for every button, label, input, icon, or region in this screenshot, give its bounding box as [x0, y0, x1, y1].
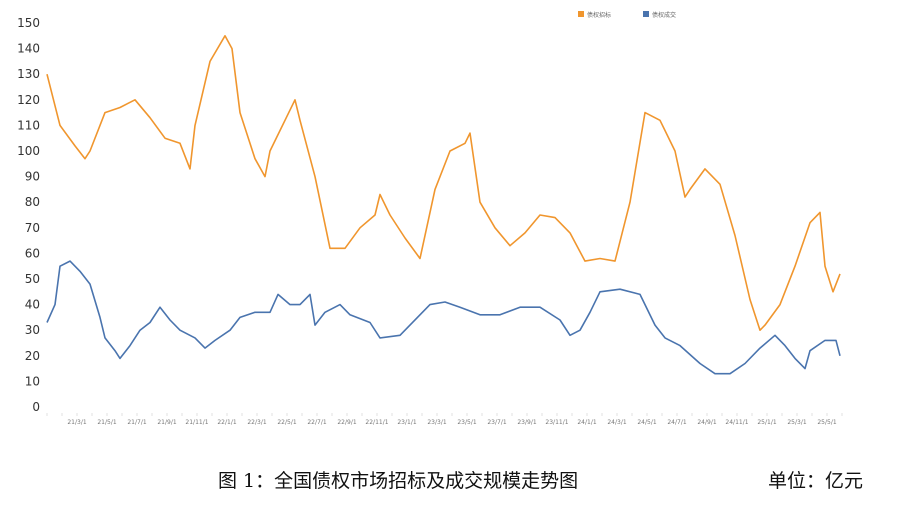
unit-label: 单位：亿元 — [768, 470, 864, 492]
y-tick-label: 110 — [17, 118, 40, 132]
legend-swatch — [643, 11, 649, 17]
y-tick-label: 70 — [25, 221, 40, 235]
x-tick-label: 21/3/1 — [67, 419, 86, 426]
y-tick-label: 80 — [25, 195, 40, 209]
x-tick-label: 21/9/1 — [157, 419, 176, 426]
y-tick-label: 10 — [25, 374, 40, 388]
y-tick-label: 50 — [25, 272, 40, 286]
x-tick-label: 24/9/1 — [697, 419, 716, 426]
y-tick-label: 40 — [25, 298, 40, 312]
y-tick-label: 90 — [25, 170, 40, 184]
x-tick-label: 22/5/1 — [277, 419, 296, 426]
x-tick-label: 23/5/1 — [457, 419, 476, 426]
x-tick-label: 22/3/1 — [247, 419, 266, 426]
y-tick-label: 0 — [32, 400, 40, 414]
y-tick-label: 30 — [25, 323, 40, 337]
y-tick-label: 130 — [17, 67, 40, 81]
series-line-deal — [46, 260, 841, 375]
x-tick-label: 22/1/1 — [217, 419, 236, 426]
x-tick-label: 21/11/1 — [185, 419, 208, 426]
y-tick-label: 140 — [17, 42, 40, 56]
x-tick-label: 25/1/1 — [757, 419, 776, 426]
legend-swatch — [578, 11, 584, 17]
x-tick-label: 23/1/1 — [397, 419, 416, 426]
x-tick-label: 23/7/1 — [487, 419, 506, 426]
series-line-tender — [46, 35, 841, 331]
x-tick-label: 23/11/1 — [545, 419, 568, 426]
y-tick-label: 60 — [25, 246, 40, 260]
x-tick-label: 23/9/1 — [517, 419, 536, 426]
x-tick-label: 21/7/1 — [127, 419, 146, 426]
y-tick-label: 20 — [25, 349, 40, 363]
x-tick-label: 22/9/1 — [337, 419, 356, 426]
legend-label: 债权成交 — [652, 11, 676, 19]
x-tick-label: 22/7/1 — [307, 419, 326, 426]
x-tick-label: 24/7/1 — [667, 419, 686, 426]
y-tick-label: 100 — [17, 144, 40, 158]
x-tick-label: 24/5/1 — [637, 419, 656, 426]
figure-caption: 图 1：全国债权市场招标及成交规模走势图 — [218, 470, 579, 492]
x-tick-label: 23/3/1 — [427, 419, 446, 426]
x-tick-label: 25/3/1 — [787, 419, 806, 426]
x-tick-label: 22/11/1 — [365, 419, 388, 426]
x-tick-label: 24/3/1 — [607, 419, 626, 426]
y-tick-label: 150 — [17, 16, 40, 30]
x-tick-label: 21/5/1 — [97, 419, 116, 426]
legend-label: 债权招标 — [587, 11, 611, 19]
x-tick-label: 25/5/1 — [817, 419, 836, 426]
x-tick-label: 24/11/1 — [725, 419, 748, 426]
line-chart: 0 10 20 30 40 50 60 70 80 90 100 110 120 130 140 150 21/… — [17, 11, 843, 426]
x-tick-label: 24/1/1 — [577, 419, 596, 426]
y-tick-label: 120 — [17, 93, 40, 107]
